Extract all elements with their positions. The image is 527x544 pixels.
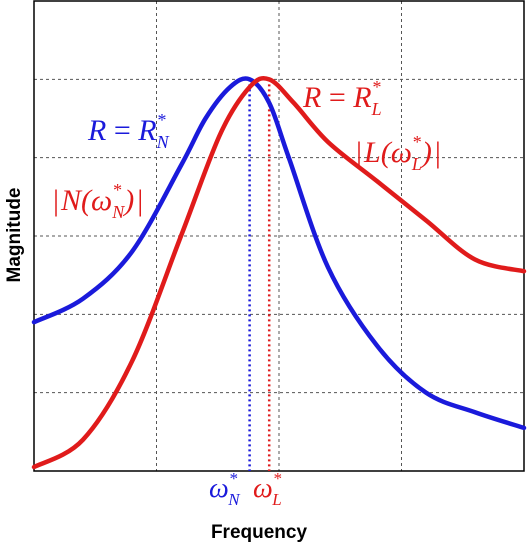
blue-peak-label: |N(ω* N) | [53, 180, 143, 222]
series-layer [31, 75, 527, 471]
x-axis-title: Frequency [211, 522, 308, 543]
red-curve [31, 75, 527, 470]
plot-frame [33, 0, 525, 472]
y-axis-title: Magnitude [4, 188, 25, 283]
red-ratio-label: R = R* L [302, 77, 382, 119]
blue-curve [31, 76, 527, 431]
grid-lines [34, 1, 524, 471]
blue-frequency-tick-label: ω* N [209, 469, 241, 509]
red-frequency-tick-label: ω* L [253, 469, 282, 509]
red-peak-label: |L(ω* L) | [356, 132, 441, 174]
blue-ratio-label: R = R* N [87, 110, 170, 152]
